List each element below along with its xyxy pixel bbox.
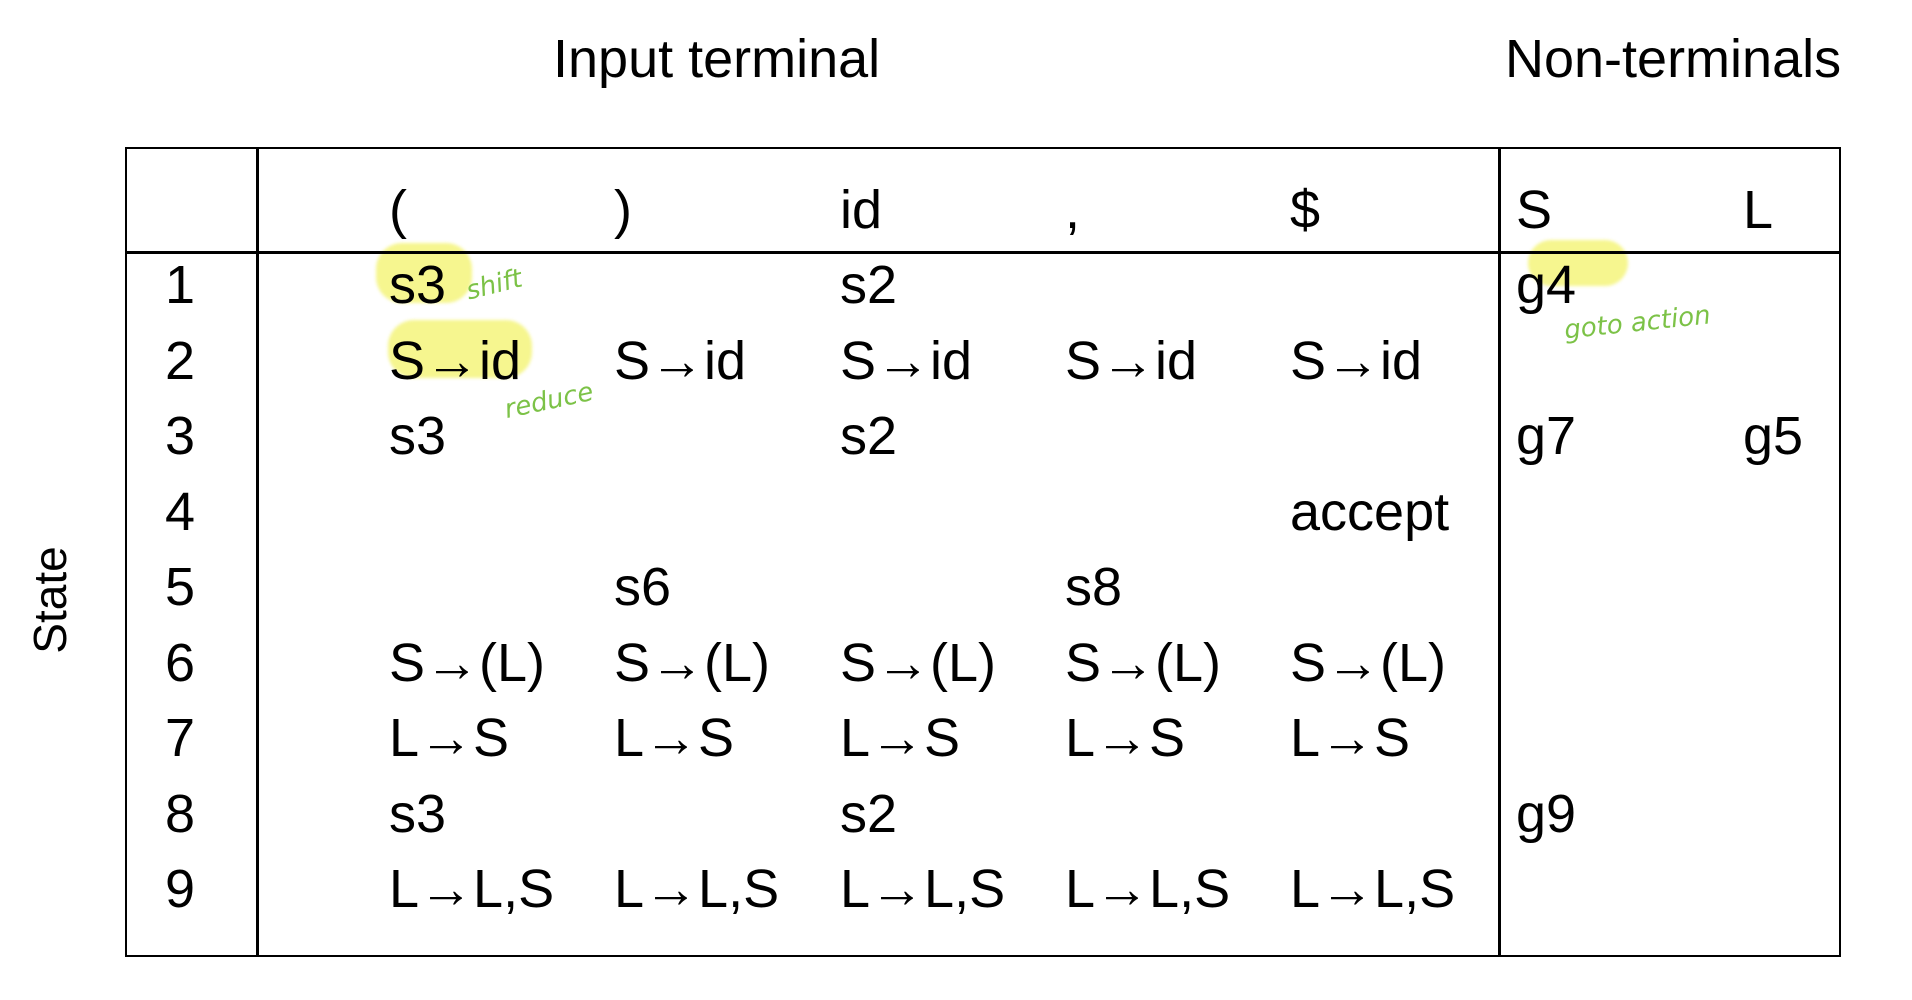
state-number-4: 4 bbox=[164, 481, 196, 542]
table-cell-6-comma: S→(L) bbox=[1065, 632, 1222, 693]
table-cell-7-close-paren: L→S bbox=[614, 708, 735, 768]
header-row-divider bbox=[125, 251, 1841, 254]
state-column-divider bbox=[256, 147, 259, 957]
table-cell-5-close-paren: s6 bbox=[614, 557, 672, 617]
table-cell-2-id: S→id bbox=[840, 330, 973, 391]
table-cell-2-dollar: S→id bbox=[1290, 330, 1423, 391]
table-cell-8-s: g9 bbox=[1516, 783, 1577, 844]
table-cell-2-comma: S→id bbox=[1065, 330, 1198, 391]
table-cell-7-comma: L→S bbox=[1065, 708, 1186, 768]
table-cell-3-open-paren: s3 bbox=[389, 406, 447, 466]
column-header-dollar: $ bbox=[1290, 180, 1321, 240]
table-cell-3-s: g7 bbox=[1516, 406, 1577, 466]
table-cell-9-open-paren: L→L,S bbox=[389, 859, 555, 919]
input-terminal-header: Input terminal bbox=[553, 29, 881, 89]
table-cell-7-open-paren: L→S bbox=[389, 708, 510, 768]
state-number-1: 1 bbox=[164, 255, 196, 315]
table-cell-8-id: s2 bbox=[840, 783, 898, 844]
table-cell-2-open-paren: S→id bbox=[389, 330, 522, 391]
state-number-9: 9 bbox=[164, 859, 196, 919]
table-cell-8-open-paren: s3 bbox=[389, 783, 447, 844]
column-header-id: id bbox=[840, 180, 883, 240]
table-cell-5-comma: s8 bbox=[1065, 557, 1123, 617]
column-header-s: S bbox=[1516, 180, 1553, 240]
parse-table bbox=[125, 147, 1841, 957]
table-cell-6-id: S→(L) bbox=[840, 632, 997, 693]
table-cell-3-l: g5 bbox=[1743, 406, 1804, 466]
highlight-s-id bbox=[388, 320, 532, 378]
non-terminals-header: Non-terminals bbox=[1505, 29, 1842, 89]
table-cell-7-dollar: L→S bbox=[1290, 708, 1411, 768]
state-number-7: 7 bbox=[164, 708, 196, 768]
table-cell-6-close-paren: S→(L) bbox=[614, 632, 771, 693]
state-number-2: 2 bbox=[164, 330, 196, 391]
table-cell-9-id: L→L,S bbox=[840, 859, 1006, 919]
table-cell-9-close-paren: L→L,S bbox=[614, 859, 780, 919]
column-header-l: L bbox=[1743, 180, 1774, 240]
table-cell-9-comma: L→L,S bbox=[1065, 859, 1231, 919]
table-cell-7-id: L→S bbox=[840, 708, 961, 768]
column-header-open-paren: ( bbox=[389, 180, 407, 240]
state-number-5: 5 bbox=[164, 557, 196, 617]
goto-section-divider bbox=[1498, 147, 1501, 957]
state-axis-text: State bbox=[24, 546, 76, 654]
highlight-g4 bbox=[1528, 240, 1628, 286]
state-number-3: 3 bbox=[164, 406, 196, 466]
table-cell-6-open-paren: S→(L) bbox=[389, 632, 546, 693]
table-cell-1-s: g4 bbox=[1516, 255, 1577, 315]
state-number-8: 8 bbox=[164, 783, 196, 844]
table-cell-6-dollar: S→(L) bbox=[1290, 632, 1447, 693]
table-cell-1-open-paren: s3 bbox=[389, 255, 447, 315]
table-cell-3-id: s2 bbox=[840, 406, 898, 466]
table-cell-1-id: s2 bbox=[840, 255, 898, 315]
table-cell-2-close-paren: S→id bbox=[614, 330, 747, 391]
column-header-comma: , bbox=[1065, 180, 1081, 240]
column-header-close-paren: ) bbox=[614, 180, 632, 240]
table-cell-9-dollar: L→L,S bbox=[1290, 859, 1456, 919]
state-number-6: 6 bbox=[164, 632, 196, 693]
table-cell-4-dollar: accept bbox=[1290, 481, 1450, 542]
